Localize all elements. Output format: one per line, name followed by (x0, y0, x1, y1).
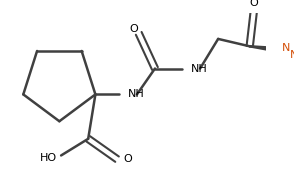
Text: O: O (130, 24, 138, 34)
Text: O: O (123, 154, 132, 164)
Text: N: N (289, 50, 294, 59)
Text: NH: NH (191, 64, 208, 74)
Text: NH: NH (128, 89, 145, 99)
Text: O: O (250, 0, 259, 8)
Text: N: N (282, 43, 290, 53)
Text: HO: HO (39, 153, 57, 163)
